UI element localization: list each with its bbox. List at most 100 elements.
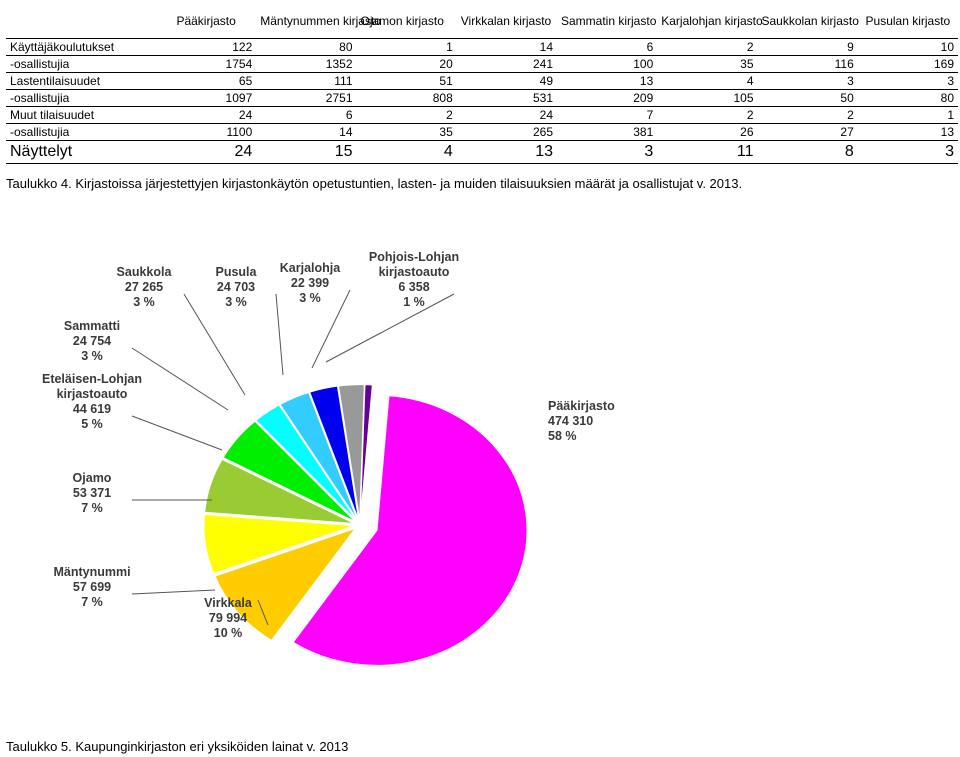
pie-slice-5 — [255, 404, 357, 522]
table-row: -osallistujia 1100 14 35 265 381 26 27 1… — [6, 123, 958, 141]
table-cell: 6 — [256, 106, 357, 124]
header-cell-saukkola: Saukkolan kirjasto — [761, 13, 859, 28]
header-cell-virkkala: Virkkalan kirjasto — [460, 13, 552, 28]
table-cell: 35 — [657, 55, 758, 73]
table-cell: 3 — [857, 140, 958, 164]
table-cell: 2 — [657, 38, 758, 56]
table-cell: 7 — [557, 106, 658, 124]
slice-label: Sammatti 24 754 3 % — [64, 319, 120, 363]
slice-label: Pääkirjasto 474 310 58 % — [548, 399, 615, 443]
pie-slice-9 — [359, 384, 373, 520]
table-cell: 116 — [757, 55, 858, 73]
table-cell: 14 — [256, 123, 357, 141]
table-row: Muut tilaisuudet 24 6 2 24 7 2 2 1 — [6, 106, 958, 124]
library-events-table: Pääkirjasto Mäntynummen kirjasto Ojamon … — [6, 4, 958, 164]
header-cell-sammatti: Sammatin kirjasto — [561, 13, 657, 28]
table-4-caption: Taulukko 4. Kirjastoissa järjestettyjen … — [6, 176, 743, 191]
pie-slice-3 — [204, 458, 355, 524]
row-label: -osallistujia — [6, 123, 156, 141]
table-cell: 1754 — [156, 55, 257, 73]
table-cell: 80 — [857, 89, 958, 107]
table-row: -osallistujia 1754 1352 20 241 100 35 11… — [6, 55, 958, 73]
header-cell-ojamo: Ojamon kirjasto — [360, 13, 444, 28]
table-cell: 4 — [356, 140, 457, 164]
table-cell: 241 — [456, 55, 557, 73]
row-label: Muut tilaisuudet — [6, 106, 156, 124]
header-cell-paakirjasto: Pääkirjasto — [176, 13, 236, 28]
leader-line — [275, 293, 284, 376]
table-cell: 24 — [456, 106, 557, 124]
header-cell-karjalohja: Karjalohjan kirjasto — [661, 13, 763, 28]
slice-label: Eteläisen-Lohjan kirjastoauto 44 619 5 % — [42, 372, 142, 431]
leader-line — [131, 589, 216, 595]
table-row: Näyttelyt 24 15 4 13 3 11 8 3 — [6, 140, 958, 164]
table-cell: 13 — [456, 140, 557, 164]
table-cell: 2 — [757, 106, 858, 124]
table-cell: 209 — [557, 89, 658, 107]
table-cell: 111 — [256, 72, 357, 90]
table-cell: 1352 — [256, 55, 357, 73]
leader-line — [183, 293, 246, 396]
table-cell: 50 — [757, 89, 858, 107]
row-label: -osallistujia — [6, 55, 156, 73]
header-cell-mantynummi: Mäntynummen kirjasto — [260, 13, 381, 28]
table-cell: 531 — [456, 89, 557, 107]
table-row: Lastentilaisuudet 65 111 51 49 13 4 3 3 — [6, 72, 958, 90]
table-cell: 35 — [356, 123, 457, 141]
table-cell: 265 — [456, 123, 557, 141]
table-cell: 105 — [657, 89, 758, 107]
table-cell: 26 — [657, 123, 758, 141]
pie-slice-1 — [214, 527, 357, 641]
pie-slice-2 — [203, 514, 355, 575]
table-cell: 122 — [156, 38, 257, 56]
row-label: Näyttelyt — [6, 140, 156, 164]
slice-label: Pusula 24 703 3 % — [216, 265, 258, 309]
table-row: Käyttäjäkoulutukset 122 80 1 14 6 2 9 10 — [6, 38, 958, 56]
table-cell: 10 — [857, 38, 958, 56]
slice-label: Mäntynummi 57 699 7 % — [53, 565, 130, 609]
leader-line — [131, 347, 229, 411]
table-cell: 24 — [156, 140, 257, 164]
table-header-row: Pääkirjasto Mäntynummen kirjasto Ojamon … — [6, 4, 958, 39]
table-cell: 169 — [857, 55, 958, 73]
header-cell-pusula: Pusulan kirjasto — [865, 13, 951, 28]
table-cell: 1 — [857, 106, 958, 124]
table-cell: 65 — [156, 72, 257, 90]
slice-label: Virkkala 79 994 10 % — [204, 596, 253, 640]
table-cell: 2751 — [256, 89, 357, 107]
table-cell: 2 — [356, 106, 457, 124]
slice-label: Ojamo 53 371 7 % — [73, 471, 112, 515]
table-cell: 13 — [557, 72, 658, 90]
slice-label: Saukkola 27 265 3 % — [117, 265, 173, 309]
table-cell: 1100 — [156, 123, 257, 141]
leader-line — [131, 415, 223, 451]
table-cell: 808 — [356, 89, 457, 107]
table-cell: 13 — [857, 123, 958, 141]
table-cell: 3 — [857, 72, 958, 90]
table-cell: 27 — [757, 123, 858, 141]
table-cell: 381 — [557, 123, 658, 141]
leader-line — [257, 599, 269, 626]
table-cell: 8 — [757, 140, 858, 164]
table-cell: 3 — [757, 72, 858, 90]
pie-slice-7 — [309, 385, 360, 520]
table-cell: 1 — [356, 38, 457, 56]
table-cell: 49 — [456, 72, 557, 90]
slice-label: Pohjois-Lohjan kirjastoauto 6 358 1 % — [369, 250, 459, 309]
pie-slice-0 — [292, 395, 528, 666]
row-label: Käyttäjäkoulutukset — [6, 38, 156, 56]
leader-line — [311, 289, 351, 369]
table-cell: 80 — [256, 38, 357, 56]
pie-slice-6 — [279, 391, 358, 521]
table-cell: 9 — [757, 38, 858, 56]
pie-slice-8 — [337, 384, 365, 520]
table-cell: 6 — [557, 38, 658, 56]
pie-slice-4 — [222, 420, 356, 523]
table-cell: 15 — [256, 140, 357, 164]
table-cell: 1097 — [156, 89, 257, 107]
table-cell: 100 — [557, 55, 658, 73]
table-cell: 14 — [456, 38, 557, 56]
table-cell: 3 — [557, 140, 658, 164]
table-row: -osallistujia 1097 2751 808 531 209 105 … — [6, 89, 958, 107]
